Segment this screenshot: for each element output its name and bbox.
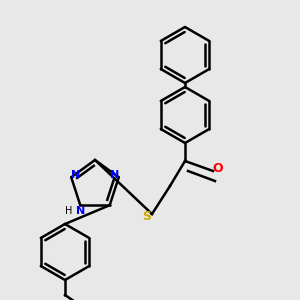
Text: N: N <box>110 170 119 180</box>
Text: N: N <box>70 170 80 180</box>
Text: H: H <box>64 206 72 216</box>
Text: N: N <box>76 206 85 216</box>
Text: S: S <box>142 209 152 223</box>
Text: O: O <box>213 163 223 176</box>
